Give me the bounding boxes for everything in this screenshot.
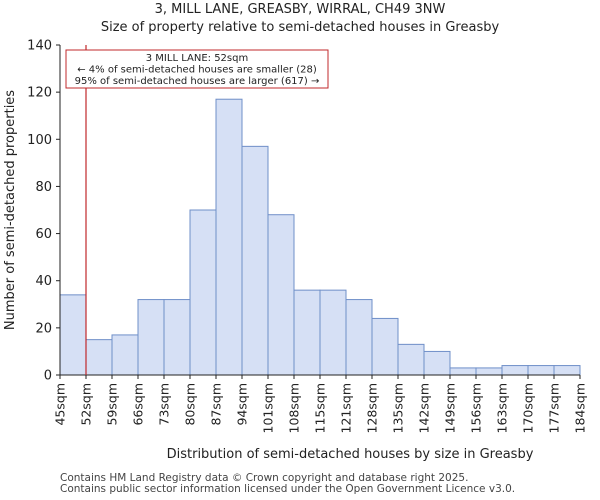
y-tick-label: 140 [27, 39, 52, 54]
x-tick-label: 149sqm [443, 383, 458, 433]
annotation-line: 3 MILL LANE: 52sqm [146, 53, 248, 64]
histogram-bar [293, 289, 321, 376]
x-tick-label: 121sqm [339, 383, 354, 433]
x-tick-label: 142sqm [417, 383, 432, 433]
histogram-bar [371, 317, 399, 376]
y-tick-label: 0 [44, 369, 52, 384]
histogram-bar [163, 299, 191, 376]
x-tick-label: 156sqm [469, 383, 484, 433]
histogram-bar [85, 339, 113, 376]
x-tick-label: 170sqm [521, 383, 536, 433]
x-tick-label: 52sqm [79, 383, 94, 426]
histogram-bar [267, 214, 295, 376]
y-tick-label: 60 [35, 227, 52, 242]
histogram-bar [397, 343, 425, 376]
histogram-bar [345, 299, 373, 376]
chart-subtitle: Size of property relative to semi-detach… [100, 20, 500, 35]
x-tick-label: 87sqm [209, 383, 224, 426]
footer-licence: Contains public sector information licen… [60, 483, 516, 495]
y-axis-title: Number of semi-detached properties [3, 90, 18, 330]
x-tick-label: 184sqm [573, 383, 588, 433]
x-tick-label: 73sqm [157, 383, 172, 426]
chart-title: 3, MILL LANE, GREASBY, WIRRAL, CH49 3NW [154, 2, 446, 17]
histogram-bar [189, 209, 217, 376]
y-tick-label: 20 [35, 321, 52, 336]
x-tick-label: 59sqm [105, 383, 120, 426]
x-tick-label: 115sqm [313, 383, 328, 433]
histogram-bar [449, 367, 477, 376]
histogram-bar [111, 334, 139, 376]
histogram-bar [527, 365, 555, 376]
histogram-chart: 0 20 40 60 80 100 120 140 45sqm 52sqm 59sqm 66sqm 73… [3, 39, 588, 463]
footer-copyright: Contains HM Land Registry data © Crown c… [60, 472, 469, 484]
histogram-bar [501, 365, 529, 376]
annotation-box [65, 49, 329, 89]
x-tick-label: 45sqm [53, 383, 68, 426]
histogram-bar [137, 299, 165, 376]
x-tick-label: 128sqm [365, 383, 380, 433]
x-tick-label: 135sqm [391, 383, 406, 433]
y-tick-label: 80 [35, 180, 52, 195]
x-tick-label: 177sqm [547, 383, 562, 433]
x-axis-title: Distribution of semi-detached houses by … [167, 447, 534, 462]
histogram-bar [215, 98, 243, 376]
histogram-bar [319, 289, 347, 376]
x-tick-label: 108sqm [287, 383, 302, 433]
y-tick-label: 100 [27, 133, 52, 148]
histogram-bar [59, 294, 87, 376]
y-tick-label: 120 [27, 86, 52, 101]
y-tick-label: 40 [35, 274, 52, 289]
x-tick-label: 66sqm [131, 383, 146, 426]
x-tick-label: 163sqm [495, 383, 510, 433]
x-tick-label: 101sqm [261, 383, 276, 433]
x-tick-label: 94sqm [235, 383, 250, 426]
histogram-bar [241, 145, 269, 376]
annotation-line: 95% of semi-detached houses are larger (… [75, 76, 320, 87]
histogram-bar [423, 350, 451, 376]
annotation-line: ← 4% of semi-detached houses are smaller… [77, 65, 317, 76]
histogram-bar [553, 365, 581, 376]
x-tick-label: 80sqm [183, 383, 198, 426]
histogram-bar [475, 367, 503, 376]
